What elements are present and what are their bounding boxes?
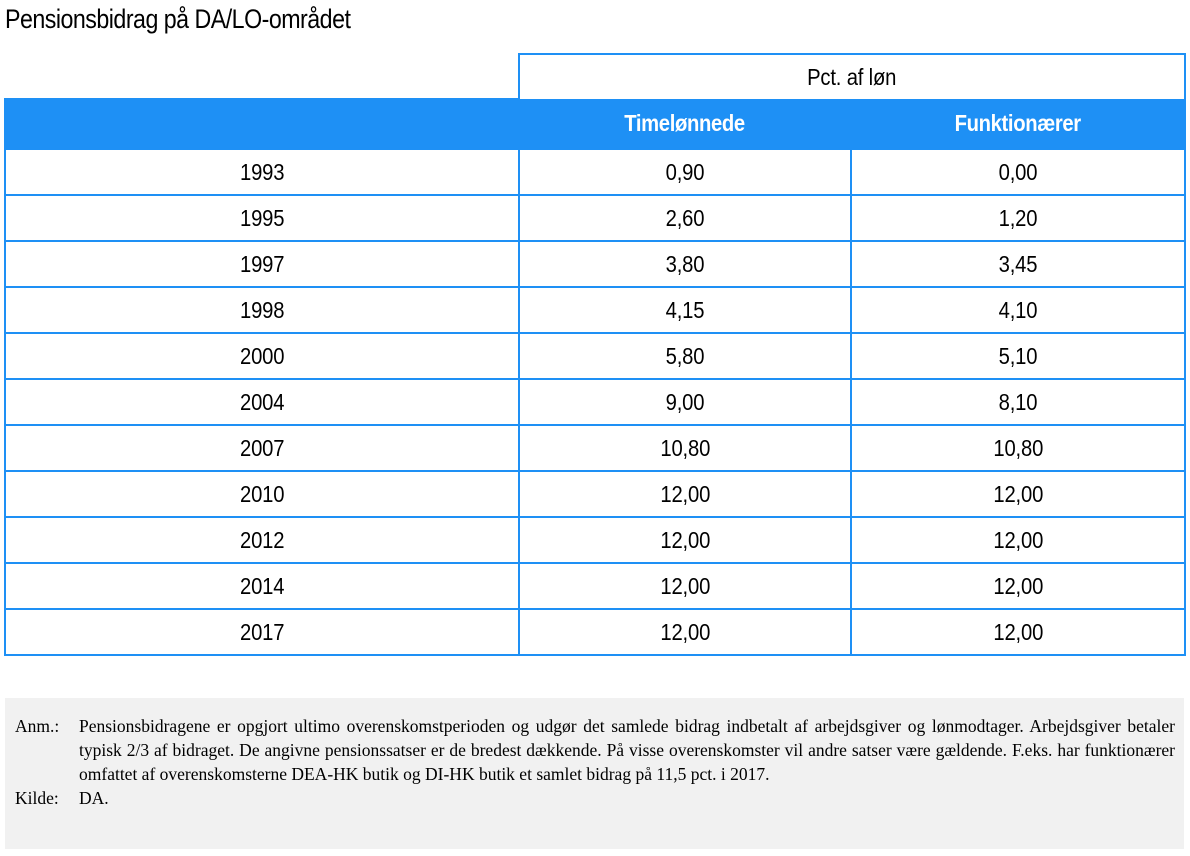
super-header-row: Pct. af løn: [5, 53, 1186, 100]
cell-timelonnede: 5,80: [518, 332, 852, 380]
cell-timelonnede: 0,90: [518, 148, 852, 196]
pension-table: Pct. af løn Timelønnede Funktionærer 199…: [4, 53, 1186, 656]
note-anm: Anm.: Pensionsbidragene er opgjort ultim…: [15, 714, 1175, 786]
table-row: 1997 3,80 3,45: [4, 240, 1186, 288]
column-header-timelonnede: Timelønnede: [518, 99, 852, 149]
cell-timelonnede: 3,80: [518, 240, 852, 288]
cell-timelonnede: 12,00: [518, 562, 852, 610]
cell-timelonnede: 4,15: [518, 286, 852, 334]
note-anm-text: Pensionsbidragene er opgjort ultimo over…: [79, 716, 1175, 784]
cell-funktionaerer: 4,10: [850, 286, 1186, 334]
cell-funktionaerer: 8,10: [850, 378, 1186, 426]
table-row: 2010 12,00 12,00: [4, 470, 1186, 518]
table-row: 1995 2,60 1,20: [4, 194, 1186, 242]
cell-funktionaerer: 5,10: [850, 332, 1186, 380]
cell-year: 2014: [4, 562, 520, 610]
note-kilde-label: Kilde:: [15, 788, 59, 808]
cell-funktionaerer: 12,00: [850, 608, 1186, 656]
table-row: 2004 9,00 8,10: [4, 378, 1186, 426]
cell-timelonnede: 12,00: [518, 608, 852, 656]
table-row: 2012 12,00 12,00: [4, 516, 1186, 564]
cell-year: 2017: [4, 608, 520, 656]
cell-timelonnede: 9,00: [518, 378, 852, 426]
column-header-row: Timelønnede Funktionærer: [4, 99, 1186, 149]
cell-funktionaerer: 3,45: [850, 240, 1186, 288]
table-row: 1993 0,90 0,00: [4, 148, 1186, 196]
cell-funktionaerer: 12,00: [850, 516, 1186, 564]
column-header-year: [4, 99, 520, 149]
notes-box: Anm.: Pensionsbidragene er opgjort ultim…: [5, 698, 1184, 849]
cell-funktionaerer: 1,20: [850, 194, 1186, 242]
column-header-funktionaerer: Funktionærer: [850, 99, 1186, 149]
cell-year: 2010: [4, 470, 520, 518]
super-header-empty-cell: [5, 54, 519, 100]
cell-year: 1995: [4, 194, 520, 242]
cell-timelonnede: 10,80: [518, 424, 852, 472]
cell-timelonnede: 12,00: [518, 470, 852, 518]
super-header-label: Pct. af løn: [807, 63, 897, 90]
cell-year: 1997: [4, 240, 520, 288]
table-row: 2014 12,00 12,00: [4, 562, 1186, 610]
pension-table-container: Pct. af løn Timelønnede Funktionærer 199…: [4, 53, 1186, 656]
cell-funktionaerer: 12,00: [850, 470, 1186, 518]
table-row: 2007 10,80 10,80: [4, 424, 1186, 472]
cell-timelonnede: 2,60: [518, 194, 852, 242]
cell-year: 2007: [4, 424, 520, 472]
cell-year: 1998: [4, 286, 520, 334]
cell-year: 1993: [4, 148, 520, 196]
cell-year: 2004: [4, 378, 520, 426]
cell-funktionaerer: 12,00: [850, 562, 1186, 610]
cell-timelonnede: 12,00: [518, 516, 852, 564]
table-row: 2017 12,00 12,00: [4, 608, 1186, 656]
table-title: Pensionsbidrag på DA/LO-området: [5, 4, 351, 34]
note-kilde: Kilde: DA.: [15, 786, 1175, 810]
cell-funktionaerer: 0,00: [850, 148, 1186, 196]
cell-year: 2000: [4, 332, 520, 380]
note-anm-label: Anm.:: [15, 716, 60, 736]
table-row: 1998 4,15 4,10: [4, 286, 1186, 334]
note-kilde-text: DA.: [79, 788, 109, 808]
notes: Anm.: Pensionsbidragene er opgjort ultim…: [15, 714, 1175, 810]
super-header-cell: Pct. af løn: [518, 53, 1186, 99]
cell-year: 2012: [4, 516, 520, 564]
table-row: 2000 5,80 5,10: [4, 332, 1186, 380]
cell-funktionaerer: 10,80: [850, 424, 1186, 472]
